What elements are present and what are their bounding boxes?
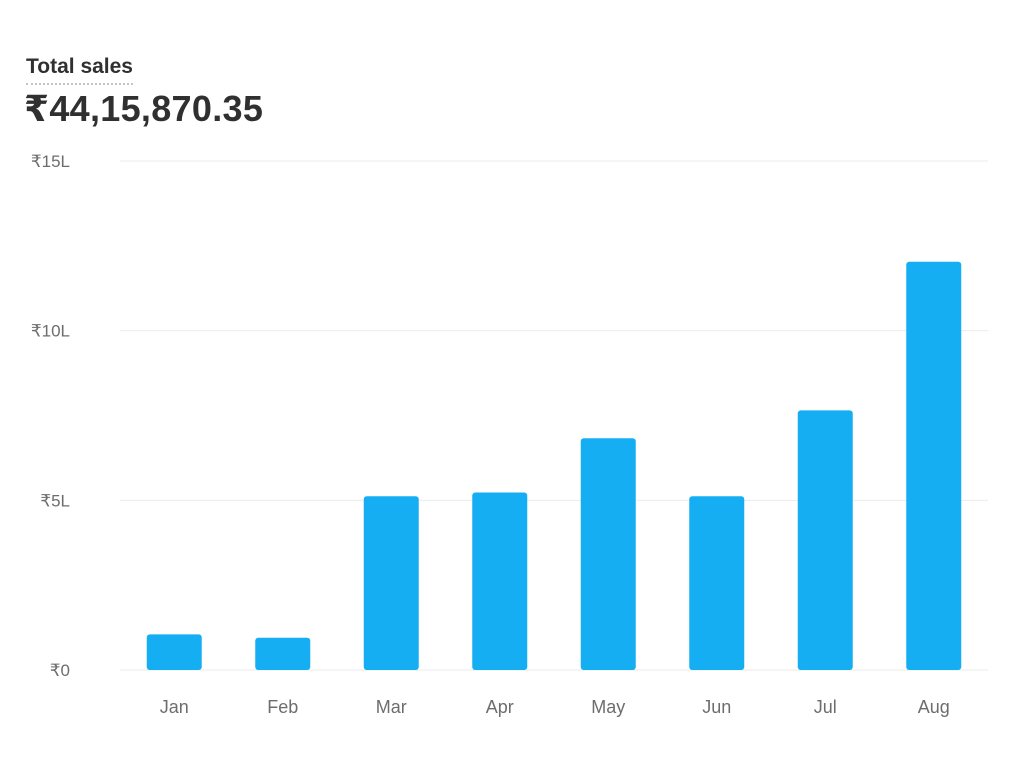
x-tick-label: Mar xyxy=(376,697,407,717)
x-tick-label: Jan xyxy=(160,697,189,717)
x-tick-label: Jul xyxy=(814,697,837,717)
bar-jun[interactable] xyxy=(689,496,745,670)
total-sales-label[interactable]: Total sales xyxy=(26,54,133,85)
bar-may[interactable] xyxy=(580,438,636,670)
x-tick-label: Jun xyxy=(702,697,731,717)
bar-apr[interactable] xyxy=(472,492,528,670)
grid-lines xyxy=(120,160,988,671)
x-tick-label: Feb xyxy=(267,697,298,717)
y-tick-label: ₹15L xyxy=(31,152,70,171)
y-axis-ticks: ₹0 ₹5L ₹10L ₹15L xyxy=(31,152,70,680)
bar-jul[interactable] xyxy=(797,410,853,670)
bar-mar[interactable] xyxy=(363,496,419,670)
x-tick-label: Apr xyxy=(486,697,514,717)
x-axis-ticks: Jan Feb Mar Apr May Jun Jul Aug xyxy=(160,697,950,717)
y-tick-label: ₹10L xyxy=(31,322,70,341)
y-tick-label: ₹0 xyxy=(50,661,70,680)
total-sales-value: ₹44,15,870.35 xyxy=(24,88,264,129)
x-tick-label: Aug xyxy=(918,697,950,717)
y-tick-label: ₹5L xyxy=(40,491,70,510)
bar-aug[interactable] xyxy=(906,261,962,670)
bar-feb[interactable] xyxy=(255,637,311,670)
bars xyxy=(146,261,962,670)
x-tick-label: May xyxy=(591,697,625,717)
bar-jan[interactable] xyxy=(146,634,202,670)
